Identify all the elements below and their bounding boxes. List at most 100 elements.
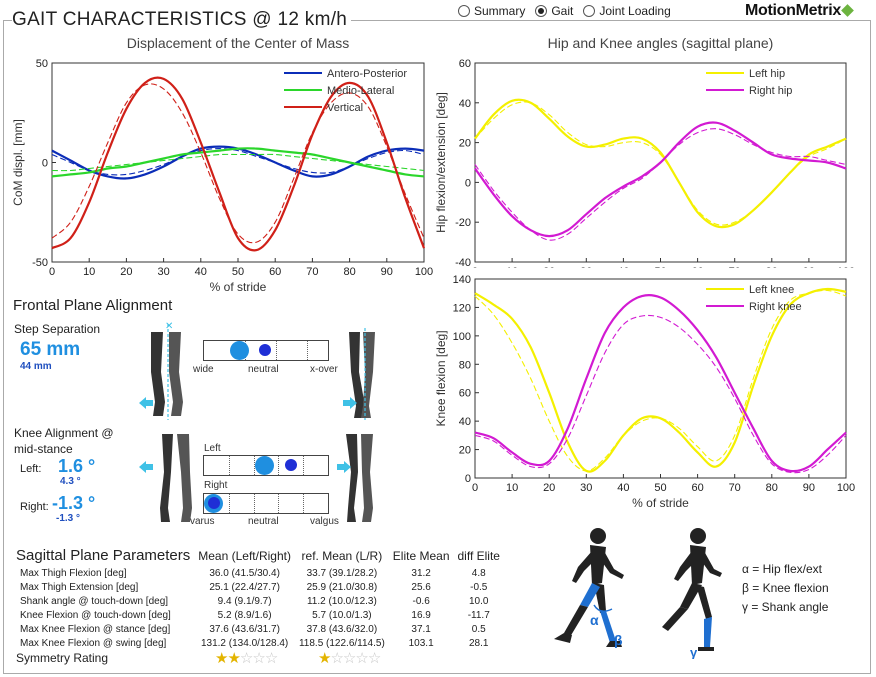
reference-line [51,83,425,244]
x-tick-label: 40 [195,266,207,278]
y-tick-label: -50 [32,257,48,269]
series-line [51,147,425,178]
scale-tick [303,494,304,513]
scale-label-neutral: neutral [248,364,279,375]
param-elite: 16.9 [411,609,431,621]
star-empty-icon: ☆ [252,650,265,667]
sagittal-parameters-table: Sagittal Plane Parameters Mean (Left/Rig… [16,547,504,650]
param-mean: 25.1 (22.4/27.7) [209,581,280,593]
runner-figure-gamma-icon: γ [662,528,722,659]
table-row: Knee Flexion @ touch-down [deg] 5.2 (8.9/… [16,608,504,622]
knee-left-reference-marker [284,459,297,471]
x-tick-label: 10 [506,266,518,268]
legend-label: Left hip [749,68,785,80]
scale-label-wide: wide [193,364,214,375]
radio-gait[interactable] [535,5,548,17]
param-name: Knee Flexion @ touch-down [deg] [20,609,171,621]
scale-tick [307,341,308,360]
param-mean: 131.2 (134.0/128.4) [200,637,289,649]
arrow-right-icon [343,397,357,409]
x-axis-label: % of stride [210,280,267,294]
knee-left-reference: 4.3 ° [60,476,81,487]
y-tick-label: 80 [459,359,471,371]
legend-label: Antero-Posterior [327,68,407,80]
param-name: Shank angle @ touch-down [deg] [20,595,169,607]
view-option-joint-loading[interactable]: Joint Loading [583,4,671,18]
param-mean: 5.2 (8.9/1.6) [217,609,272,621]
radio-summary[interactable] [458,5,470,17]
knee-left-athlete-marker [255,456,275,475]
x-tick-label: 90 [803,482,815,494]
column-header: Elite Mean [392,548,450,563]
x-tick-label: 40 [617,482,629,494]
gamma-symbol: γ [690,645,698,659]
symmetry-rating-stars: ★★☆☆☆ [215,649,278,667]
legend-beta: β = Knee flexion [742,581,829,595]
param-mean: 37.6 (43.6/31.7) [209,623,280,635]
legend-label: Right knee [749,301,802,313]
sagittal-title: Sagittal Plane Parameters [16,547,191,564]
angle-legend: α = Hip flex/ext β = Knee flexion γ = Sh… [742,560,829,617]
y-tick-label: 60 [459,58,471,70]
x-tick-label: 80 [766,482,778,494]
radio-joint-loading[interactable] [583,5,596,17]
scale-tick [278,494,279,513]
chart-title: Displacement of the Center of Mass [127,36,350,51]
x-tick-label: 60 [691,482,703,494]
arrow-left-icon [139,397,153,409]
view-label-gait: Gait [551,4,574,18]
star-empty-icon: ☆ [367,650,381,667]
scale-label-xover: x-over [310,364,338,375]
param-diff: -11.7 [467,609,490,621]
scale-tick [229,494,230,513]
x-tick-label: 40 [617,266,629,268]
star-empty-icon: ☆ [264,650,278,667]
runner-figure-alpha-beta-icon: α β [554,528,624,648]
table-row: Max Thigh Flexion [deg] 36.0 (41.5/30.4) 3… [16,566,504,580]
x-tick-label: 80 [766,266,778,268]
x-tick-label: 100 [415,266,433,278]
y-axis-label: Knee flexion [deg] [434,330,448,426]
knee-alignment-label-1: Knee Alignment @ [14,426,114,440]
y-tick-label: -20 [455,217,471,229]
x-tick-label: 50 [654,482,666,494]
x-tick-label: 10 [83,266,95,278]
view-label-summary: Summary [474,4,526,18]
param-name: Max Knee Flexion @ stance [deg] [20,623,171,635]
view-option-gait[interactable]: Gait [535,4,573,18]
view-option-summary[interactable]: Summary [458,4,525,18]
step-separation-scale [203,340,329,361]
series-line [51,76,426,252]
legend-label: Vertical [327,102,363,114]
x-tick-label: 60 [269,266,281,278]
alpha-symbol: α [590,612,599,628]
arrow-left-knee-icon [139,461,153,473]
param-mean: 9.4 (9.1/9.7) [217,595,272,607]
param-name: Max Thigh Flexion [deg] [20,567,127,579]
knee-angles-chart: 0 10 20 30 40 50 60 70 80 90 100 140 120 100 80 60 40 20 0… [434,274,855,510]
x-tick-label: 80 [343,266,355,278]
star-empty-icon: ☆ [239,650,253,667]
knee-right-label: Right: [20,501,49,513]
reference-line [51,148,425,176]
legend-label: Left knee [749,284,794,296]
star-filled-icon: ★ [227,650,240,667]
x-tick-label: 70 [729,482,741,494]
scale-tick [276,341,277,360]
param-diff: 28.1 [469,637,489,649]
y-tick-label: 40 [459,98,471,110]
x-tick-label: 20 [543,266,555,268]
x-tick-label: 0 [49,266,55,278]
x-tick-label: 100 [837,266,855,268]
star-empty-icon: ☆ [330,650,343,667]
star-empty-icon: ☆ [342,650,356,667]
x-tick-label: 30 [580,482,592,494]
x-tick-label: 0 [472,266,478,268]
knee-alignment-label-2: mid-stance [14,442,73,456]
x-tick-label: 70 [729,266,741,268]
param-elite: 25.6 [411,581,431,593]
table-row: Max Knee Flexion @ stance [deg] 37.6 (43.… [16,622,504,636]
page-title: GAIT CHARACTERISTICS @ 12 km/h [12,9,352,31]
logo: MotionMetrix [745,2,854,20]
table-row: Max Thigh Extension [deg] 25.1 (22.4/27.7… [16,580,504,594]
